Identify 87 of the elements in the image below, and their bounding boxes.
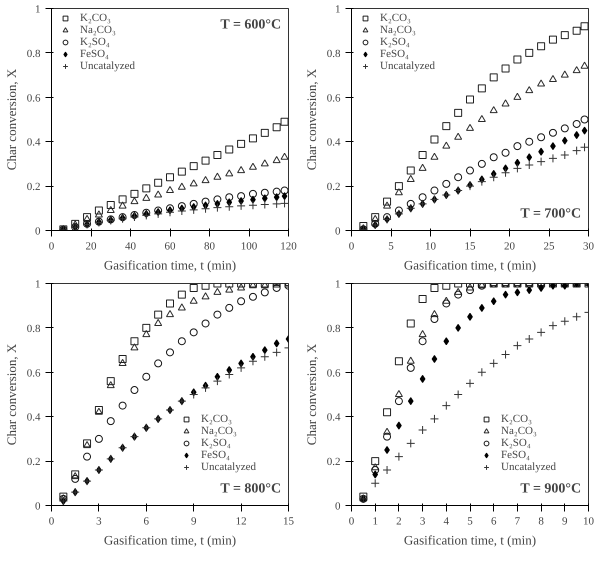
x-tick-label: 40: [125, 240, 136, 252]
x-tick-label: 20: [86, 240, 97, 252]
legend-label: Na₂CO₃: [201, 425, 237, 437]
legend-label: FeSO₄: [201, 449, 230, 461]
annotation: T = 700°C: [520, 206, 582, 222]
legend-label: Uncatalyzed: [501, 461, 556, 473]
legend-label: K₂SO₄: [80, 36, 110, 48]
x-axis-title: Gasification time, t (min): [404, 258, 536, 272]
legend-label: Na₂CO₃: [80, 24, 116, 36]
legend-label: FeSO₄: [380, 48, 409, 60]
legend-label: Uncatalyzed: [380, 60, 435, 72]
x-tick-label: 2: [396, 516, 402, 528]
y-tick-label: 1: [35, 4, 40, 16]
x-tick-label: 9: [562, 516, 568, 528]
x-axis-title: Gasification time, t (min): [104, 258, 236, 272]
x-tick-label: 100: [240, 240, 258, 252]
y-tick-label: 0.8: [326, 48, 341, 60]
x-axis-title: Gasification time, t (min): [404, 532, 536, 548]
y-tick-label: 0: [35, 226, 41, 238]
x-tick-label: 8: [538, 516, 544, 528]
y-tick-label: 0.4: [326, 412, 341, 424]
legend-label: Uncatalyzed: [201, 461, 256, 473]
y-tick-label: 0.6: [26, 367, 41, 380]
y-axis-title: Char conversion, X: [4, 343, 19, 446]
x-tick-label: 80: [204, 240, 216, 252]
y-tick-label: 1: [335, 278, 340, 290]
x-tick-label: 0: [348, 516, 355, 528]
x-tick-label: 10: [583, 516, 594, 528]
x-axis-title: Gasification time, t (min): [104, 532, 236, 548]
x-tick-label: 0: [48, 516, 55, 528]
y-tick-label: 0: [35, 500, 41, 512]
x-tick-label: 4: [444, 516, 450, 528]
legend-label: K₂CO₃: [201, 413, 232, 425]
y-tick-label: 0.4: [26, 136, 41, 149]
y-tick-label: 0.2: [326, 181, 340, 194]
x-tick-label: 20: [504, 240, 516, 252]
y-tick-label: 0.2: [26, 181, 40, 194]
y-tick-label: 0.4: [26, 412, 41, 424]
x-tick-label: 120: [280, 240, 298, 252]
legend-label: Na₂CO₃: [380, 24, 416, 36]
x-tick-label: 5: [467, 516, 474, 528]
x-tick-label: 5: [388, 240, 394, 252]
y-tick-label: 0.8: [26, 48, 41, 60]
annotation: T = 600°C: [220, 17, 282, 32]
x-tick-label: 0: [48, 240, 55, 252]
annotation: T = 800°C: [220, 482, 282, 497]
legend-label: Na₂CO₃: [501, 425, 537, 437]
legend-label: Uncatalyzed: [80, 60, 135, 72]
legend-label: K₂SO₄: [201, 437, 231, 449]
y-tick-label: 0.8: [26, 322, 41, 335]
legend-label: K₂CO₃: [80, 12, 111, 24]
y-tick-label: 0.2: [326, 456, 340, 468]
x-tick-label: 3: [420, 516, 426, 528]
x-tick-label: 0: [348, 240, 355, 252]
legend-label: K₂CO₃: [380, 12, 411, 24]
legend-label: K₂SO₄: [380, 36, 410, 48]
y-tick-label: 0: [335, 500, 341, 512]
legend-label: K₂CO₃: [501, 413, 532, 425]
y-tick-label: 0: [335, 226, 341, 238]
x-tick-label: 3: [96, 516, 102, 528]
x-tick-label: 7: [514, 516, 521, 528]
y-axis-title: Char conversion, X: [304, 343, 319, 446]
x-tick-label: 60: [164, 240, 176, 252]
y-tick-label: 0.4: [326, 136, 341, 149]
annotation: T = 900°C: [520, 482, 582, 497]
y-tick-label: 1: [35, 278, 40, 290]
x-tick-label: 25: [544, 240, 555, 252]
x-tick-label: 9: [190, 516, 197, 528]
x-tick-label: 12: [236, 516, 247, 528]
x-tick-label: 30: [583, 240, 594, 252]
y-axis-title: Char conversion, X: [4, 68, 19, 170]
y-tick-label: 0.6: [26, 92, 41, 104]
x-tick-label: 10: [425, 240, 436, 252]
legend-label: FeSO₄: [80, 48, 109, 60]
x-tick-label: 15: [283, 516, 294, 528]
y-tick-label: 0.6: [326, 92, 341, 104]
legend-label: FeSO₄: [501, 449, 530, 461]
y-tick-label: 0.6: [326, 367, 341, 380]
legend-label: K₂SO₄: [501, 437, 531, 449]
y-axis-title: Char conversion, X: [304, 68, 319, 170]
y-tick-label: 1: [335, 4, 340, 16]
x-tick-label: 1: [372, 516, 378, 528]
y-tick-label: 0.8: [326, 322, 341, 335]
x-tick-label: 6: [144, 516, 150, 528]
x-tick-label: 6: [490, 516, 497, 528]
y-tick-label: 0.2: [26, 456, 40, 468]
x-tick-label: 15: [464, 240, 476, 252]
